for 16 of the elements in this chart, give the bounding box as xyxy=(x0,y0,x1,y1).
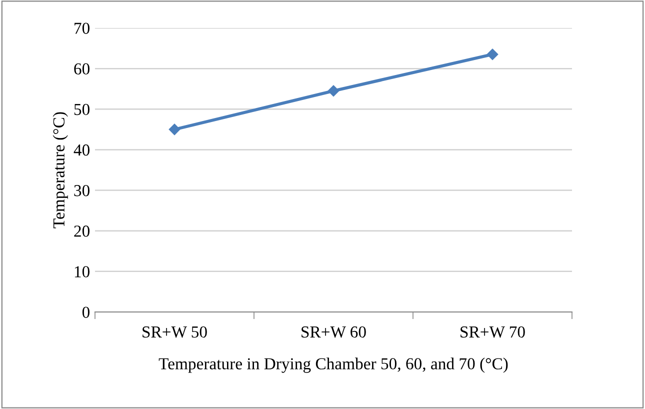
y-tick-label: 10 xyxy=(74,266,90,278)
y-tick-label: 20 xyxy=(74,226,90,237)
y-tick-label: 30 xyxy=(74,184,90,196)
point xyxy=(168,124,180,136)
point xyxy=(328,85,340,96)
y-tick-label: 50 xyxy=(74,104,90,116)
x-axis-title: Temperature in Drying Chamber 50, 60, and 70 (°C) xyxy=(158,358,508,373)
x-tick-label: SR+W 60 xyxy=(302,326,366,338)
y-tick-label: 40 xyxy=(74,144,90,156)
y-tick-label: 0 xyxy=(82,306,90,318)
y-tick-label: 70 xyxy=(74,22,90,34)
y-tick-label: 60 xyxy=(74,63,90,75)
point xyxy=(486,48,498,60)
x-tick-label: SR+W 50 xyxy=(142,326,207,338)
x-tick-label: SR+W 70 xyxy=(460,326,525,338)
y-axis-title: Temperature (°C) xyxy=(52,112,68,228)
